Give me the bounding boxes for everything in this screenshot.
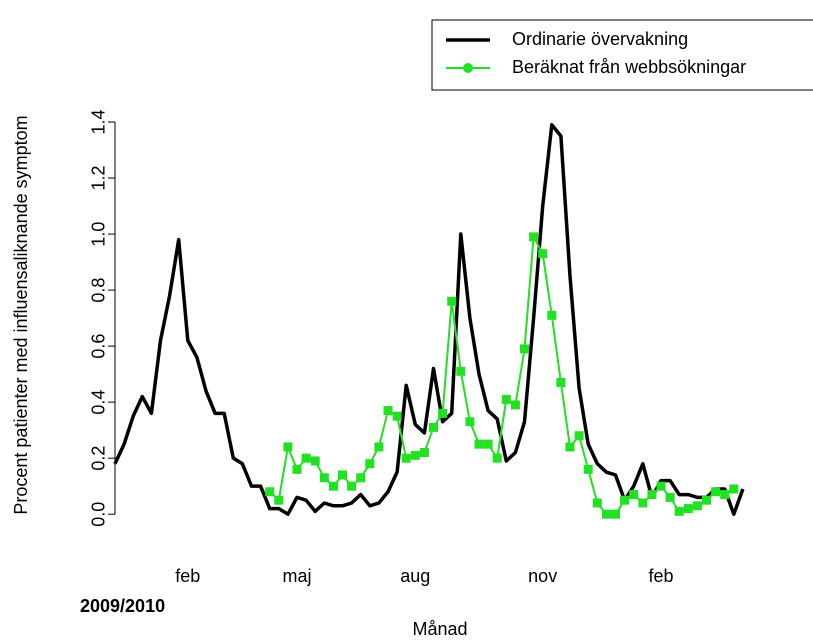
x-tick-label: aug	[400, 566, 430, 586]
y-tick-label: 1.0	[89, 222, 109, 247]
series-marker	[283, 442, 293, 452]
series-marker	[347, 481, 357, 491]
y-tick-label: 1.4	[89, 109, 109, 134]
y-tick-label: 1.2	[89, 166, 109, 191]
series-marker	[365, 459, 375, 469]
series-marker	[702, 495, 711, 505]
series-marker	[692, 501, 702, 511]
x-tick-label: feb	[175, 566, 200, 586]
series-marker	[447, 296, 457, 306]
y-tick-label: 0.2	[89, 446, 109, 471]
y-tick-label: 0.4	[89, 390, 109, 415]
series-marker	[328, 481, 338, 491]
series-marker	[601, 509, 611, 519]
series-marker	[711, 487, 721, 497]
series-marker	[520, 344, 529, 354]
series-marker	[720, 490, 730, 500]
series-line	[113, 123, 745, 516]
series-marker	[374, 442, 384, 452]
series-marker	[510, 400, 520, 410]
series-marker	[265, 487, 275, 497]
y-axis-label: Procent patienter med influensaliknande …	[11, 115, 31, 514]
x-tick-label: maj	[282, 566, 311, 586]
series-marker	[538, 249, 548, 259]
legend-label: Ordinarie övervakning	[512, 29, 688, 49]
series-marker	[729, 484, 739, 494]
series-marker	[629, 490, 639, 500]
series-marker	[301, 453, 311, 463]
series-marker	[456, 366, 466, 376]
y-tick-label: 0.0	[89, 502, 109, 527]
series-marker	[565, 442, 575, 452]
series-marker	[592, 498, 602, 508]
series-marker	[310, 456, 320, 466]
series-marker	[665, 492, 675, 502]
series-marker	[392, 411, 402, 421]
series-marker	[383, 406, 393, 416]
series-marker	[547, 310, 557, 320]
series-line	[269, 235, 735, 516]
series-marker	[583, 464, 593, 474]
legend-box	[431, 19, 813, 91]
series-marker	[611, 509, 620, 519]
series-marker	[529, 232, 539, 242]
series-marker	[638, 498, 648, 508]
series-marker	[465, 417, 475, 427]
series-marker	[410, 450, 420, 460]
series-marker	[401, 453, 411, 463]
x-tick-label: feb	[648, 566, 673, 586]
y-tick-label: 0.8	[89, 278, 109, 303]
legend-marker	[463, 63, 473, 73]
series-marker	[483, 439, 493, 449]
series-marker	[438, 408, 448, 418]
series-marker	[656, 481, 666, 491]
series-marker	[647, 490, 657, 500]
x-axis-label: Månad	[412, 619, 467, 639]
y-tick-label: 0.6	[89, 334, 109, 359]
series-marker	[674, 506, 684, 516]
legend-label: Beräknat från webbsökningar	[512, 57, 746, 77]
series-marker	[356, 473, 366, 483]
series-marker	[620, 495, 630, 505]
series-marker	[574, 431, 584, 441]
series-marker	[683, 504, 693, 514]
series-marker	[501, 394, 511, 404]
series-marker	[338, 470, 347, 480]
series-marker	[492, 453, 502, 463]
x-tick-label: nov	[528, 566, 557, 586]
series-marker	[419, 448, 429, 458]
series-marker	[556, 378, 566, 388]
series-marker	[274, 495, 284, 505]
annotation: 2009/2010	[80, 596, 165, 616]
series-marker	[319, 473, 329, 483]
series-marker	[474, 439, 484, 449]
series-marker	[429, 422, 438, 432]
series-marker	[292, 464, 302, 474]
